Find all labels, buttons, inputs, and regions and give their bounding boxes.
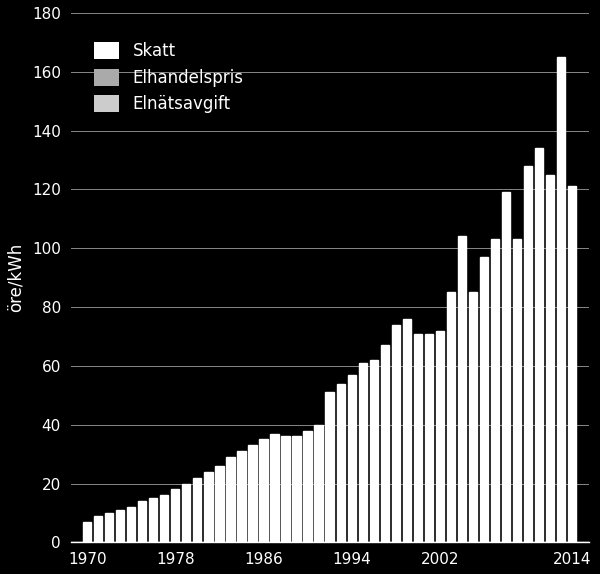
Bar [127, 507, 136, 542]
Bar [204, 472, 212, 542]
Bar [557, 57, 565, 542]
Bar [535, 148, 543, 542]
Bar [392, 325, 400, 542]
Legend: Skatt, Elhandelspris, Elnätsavgift: Skatt, Elhandelspris, Elnätsavgift [89, 37, 248, 118]
Bar [524, 166, 532, 542]
Bar [193, 478, 202, 542]
Bar [182, 483, 190, 542]
Bar [502, 192, 510, 542]
Bar [480, 257, 488, 542]
Bar [380, 346, 389, 542]
Bar [292, 436, 301, 542]
Bar [458, 236, 466, 542]
Bar [370, 360, 378, 542]
Bar [116, 510, 124, 542]
Bar [447, 292, 455, 542]
Bar [469, 292, 477, 542]
Bar [226, 457, 235, 542]
Bar [347, 375, 356, 542]
Bar [413, 333, 422, 542]
Bar [271, 433, 278, 542]
Bar [238, 451, 245, 542]
Bar [436, 331, 444, 542]
Y-axis label: öre/kWh: öre/kWh [7, 243, 25, 312]
Bar [248, 445, 257, 542]
Bar [160, 495, 169, 542]
Bar [425, 333, 433, 542]
Bar [105, 513, 113, 542]
Bar [259, 439, 268, 542]
Bar [513, 239, 521, 542]
Bar [337, 383, 345, 542]
Bar [281, 436, 290, 542]
Bar [403, 319, 411, 542]
Bar [215, 466, 224, 542]
Bar [171, 490, 179, 542]
Bar [149, 498, 157, 542]
Bar [94, 516, 102, 542]
Bar [359, 363, 367, 542]
Bar [546, 174, 554, 542]
Bar [491, 239, 499, 542]
Bar [138, 501, 146, 542]
Bar [83, 522, 91, 542]
Bar [314, 425, 323, 542]
Bar [568, 187, 576, 542]
Bar [325, 393, 334, 542]
Bar [304, 430, 312, 542]
